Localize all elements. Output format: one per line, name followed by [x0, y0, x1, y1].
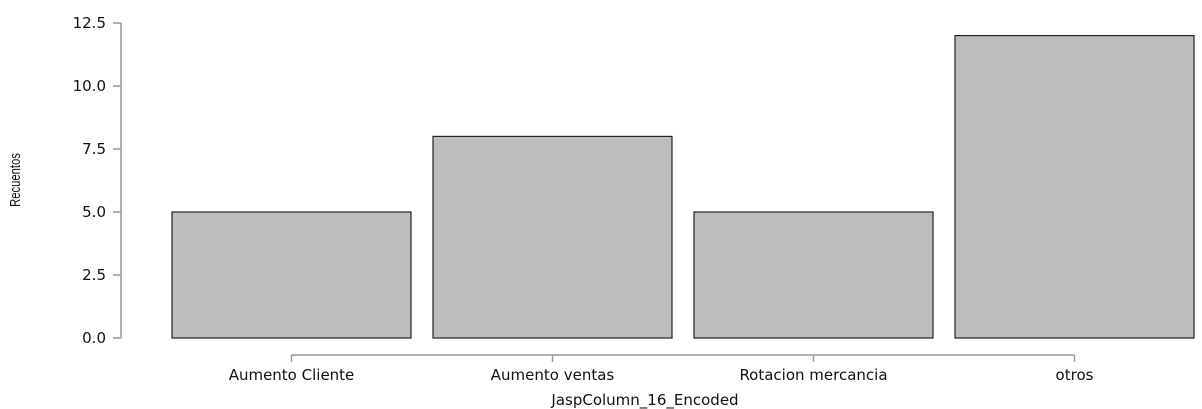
y-tick-label: 0.0 [82, 329, 106, 347]
x-tick-label: otros [1056, 366, 1094, 384]
bar [171, 211, 412, 339]
y-tick-label: 12.5 [73, 14, 106, 32]
y-tick-label: 2.5 [82, 266, 106, 284]
x-axis-title: JaspColumn_16_Encoded [550, 391, 738, 409]
y-axis-title: Recuentos [6, 153, 23, 207]
y-tick-label: 10.0 [73, 77, 106, 95]
x-tick-label: Aumento Cliente [229, 366, 355, 384]
x-tick-label: Aumento ventas [491, 366, 615, 384]
x-tick-label: Rotacion mercancia [739, 366, 887, 384]
y-axis: 0.0 2.5 5.0 7.5 10.0 12.5 [73, 14, 122, 347]
bars [171, 34, 1195, 339]
y-tick-label: 7.5 [82, 140, 106, 158]
bar [954, 34, 1195, 339]
y-tick-label: 5.0 [82, 203, 106, 221]
x-axis: Aumento Cliente Aumento ventas Rotacion me… [229, 354, 1094, 384]
bar [432, 135, 673, 339]
bar [693, 211, 934, 339]
